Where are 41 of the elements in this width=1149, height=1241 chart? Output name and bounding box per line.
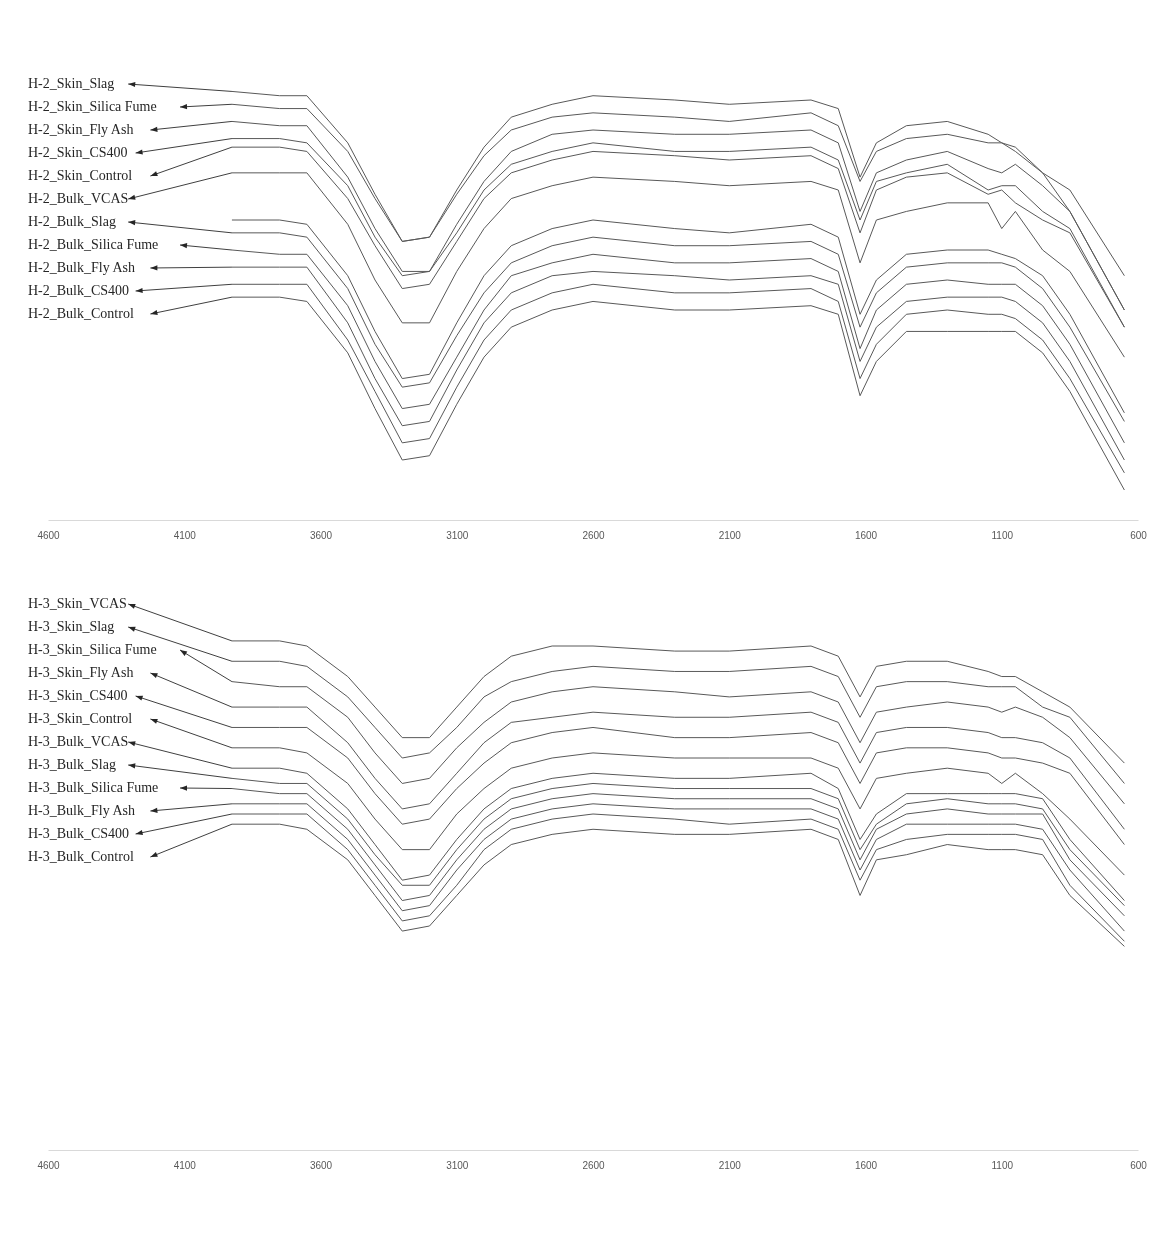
x-tick-label: 4100	[173, 1159, 197, 1171]
x-tick-label: 1600	[854, 1159, 878, 1171]
x-tick-label: 4600	[37, 1159, 61, 1171]
text: H-2_Bulk_Control	[28, 306, 134, 321]
x-tick-label: 1600	[854, 529, 878, 541]
x-tick-label: 1100	[991, 529, 1014, 541]
text: H-2_Bulk_Silica Fume	[28, 237, 159, 252]
text: H-2_Skin_Control	[28, 168, 133, 183]
x-tick-label: 600	[1130, 529, 1148, 541]
x-tick-label: 4600	[37, 529, 61, 541]
text: H-3_Bulk_Fly Ash	[28, 803, 135, 818]
text: H-2_Bulk_Fly Ash	[28, 260, 135, 275]
text: H-3_Bulk_VCAS	[28, 734, 129, 749]
x-tick-label: 2600	[582, 1159, 606, 1171]
text: H-2_Skin_Fly Ash	[28, 122, 134, 137]
x-tick-label: 4100	[173, 529, 197, 541]
x-tick-label: 3600	[309, 529, 333, 541]
text: H-3_Bulk_Silica Fume	[28, 780, 159, 795]
text: H-3_Bulk_Slag	[28, 757, 116, 772]
text: H-2_Bulk_CS400	[28, 283, 130, 298]
x-tick-label: 1100	[991, 1159, 1014, 1171]
text: H-3_Bulk_CS400	[28, 826, 130, 841]
text: H-2_Skin_CS400	[28, 145, 128, 160]
text: H-3_Skin_Fly Ash	[28, 665, 134, 680]
x-tick-label: 2600	[582, 529, 606, 541]
text: H-3_Skin_CS400	[28, 688, 128, 703]
x-tick-label: 600	[1130, 1159, 1148, 1171]
text: H-2_Bulk_Slag	[28, 214, 116, 229]
text: H-3_Skin_Slag	[28, 619, 115, 634]
text: H-2_Bulk_VCAS	[28, 191, 129, 206]
x-tick-label: 3100	[446, 1159, 469, 1171]
x-tick-label: 3600	[309, 1159, 333, 1171]
text: H-3_Bulk_Control	[28, 849, 134, 864]
text: H-3_Skin_Control	[28, 711, 133, 726]
x-tick-label: 3100	[446, 529, 469, 541]
text: H-2_Skin_Slag	[28, 76, 115, 91]
text: H-3_Skin_VCAS	[28, 596, 127, 611]
text: H-2_Skin_Silica Fume	[28, 99, 157, 114]
x-tick-label: 2100	[718, 1159, 742, 1171]
x-tick-label: 2100	[718, 529, 742, 541]
text: H-3_Skin_Silica Fume	[28, 642, 157, 657]
